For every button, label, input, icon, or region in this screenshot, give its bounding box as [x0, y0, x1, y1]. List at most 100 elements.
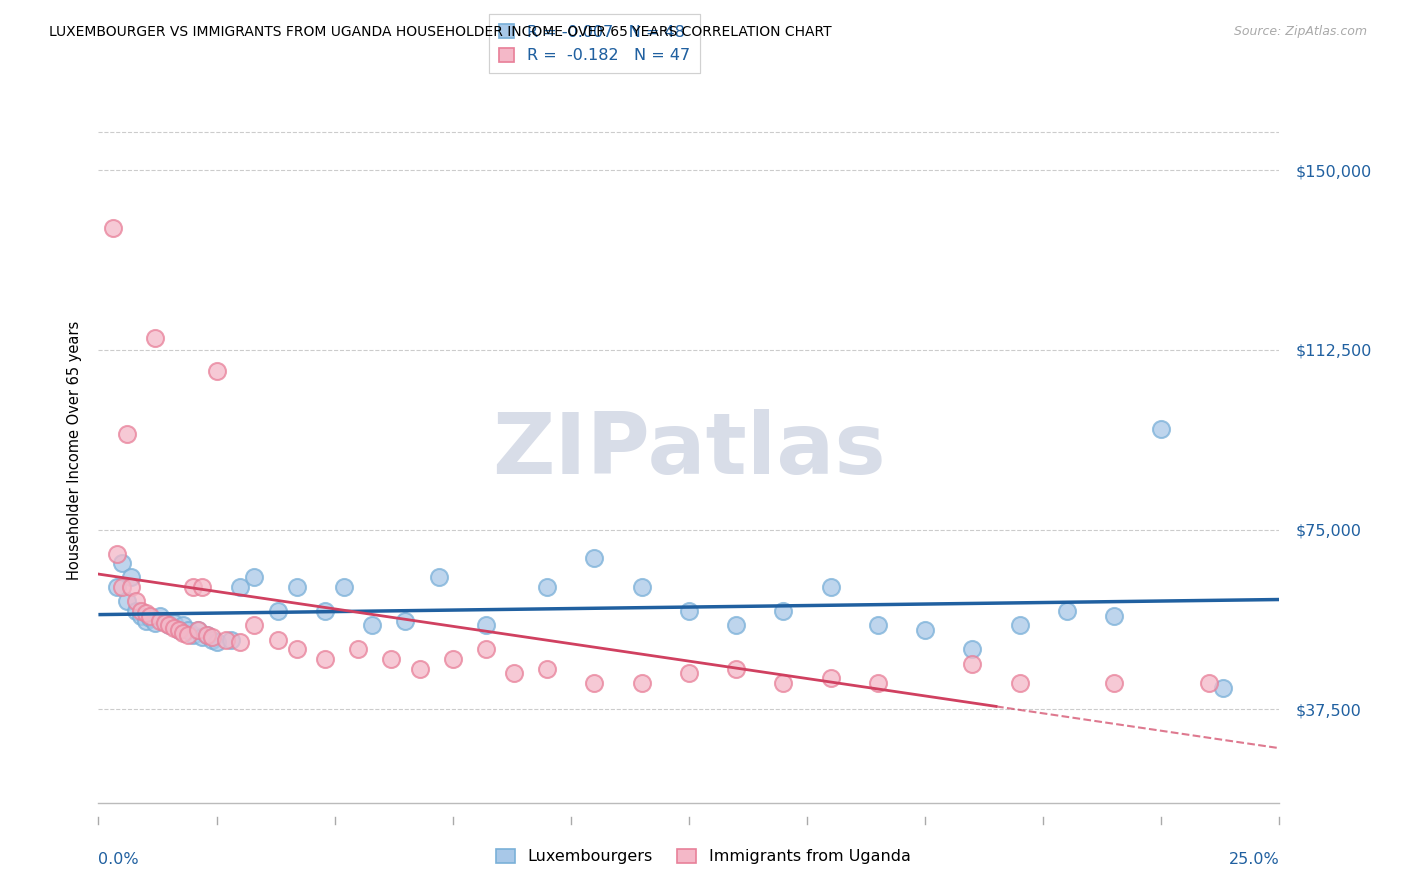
Point: [195, 628, 218, 642]
Point: [201, 631, 224, 645]
Point: [191, 580, 214, 594]
Point: [219, 632, 242, 647]
Point: [630, 676, 652, 690]
Legend: Luxembourgers, Immigrants from Uganda: Luxembourgers, Immigrants from Uganda: [489, 842, 917, 871]
Point: [243, 570, 266, 584]
Point: [172, 618, 194, 632]
Point: [630, 580, 652, 594]
Point: [962, 642, 984, 657]
Point: [285, 580, 308, 594]
Point: [441, 652, 464, 666]
Point: [121, 580, 143, 594]
Point: [125, 594, 148, 608]
Point: [772, 604, 794, 618]
Point: [962, 657, 984, 671]
Point: [139, 611, 162, 625]
Point: [678, 604, 700, 618]
Point: [1056, 604, 1078, 618]
Text: 25.0%: 25.0%: [1229, 852, 1279, 867]
Point: [129, 604, 152, 618]
Text: ZIPatlas: ZIPatlas: [492, 409, 886, 492]
Point: [135, 614, 157, 628]
Point: [153, 615, 176, 630]
Point: [149, 614, 172, 628]
Point: [101, 220, 124, 235]
Point: [314, 604, 336, 618]
Point: [333, 580, 356, 594]
Point: [177, 624, 200, 638]
Point: [361, 618, 384, 632]
Point: [1198, 676, 1220, 690]
Point: [163, 621, 186, 635]
Point: [201, 632, 224, 647]
Point: [121, 570, 143, 584]
Point: [914, 624, 936, 638]
Point: [380, 652, 402, 666]
Point: [143, 615, 166, 630]
Point: [1102, 676, 1125, 690]
Point: [314, 652, 336, 666]
Point: [139, 608, 162, 623]
Text: Source: ZipAtlas.com: Source: ZipAtlas.com: [1233, 25, 1367, 38]
Point: [115, 594, 138, 608]
Text: LUXEMBOURGER VS IMMIGRANTS FROM UGANDA HOUSEHOLDER INCOME OVER 65 YEARS CORRELAT: LUXEMBOURGER VS IMMIGRANTS FROM UGANDA H…: [49, 25, 832, 39]
Point: [725, 618, 748, 632]
Point: [394, 614, 416, 628]
Point: [167, 624, 190, 638]
Point: [129, 608, 152, 623]
Point: [1212, 681, 1234, 695]
Point: [583, 551, 606, 566]
Point: [678, 666, 700, 681]
Point: [229, 580, 252, 594]
Point: [181, 628, 204, 642]
Point: [725, 662, 748, 676]
Point: [475, 618, 498, 632]
Point: [772, 676, 794, 690]
Point: [1008, 618, 1031, 632]
Y-axis label: Householder Income Over 65 years: Householder Income Over 65 years: [66, 321, 82, 580]
Point: [205, 635, 228, 649]
Point: [285, 642, 308, 657]
Point: [187, 624, 209, 638]
Point: [866, 676, 889, 690]
Point: [536, 580, 558, 594]
Point: [1102, 608, 1125, 623]
Point: [143, 331, 166, 345]
Point: [105, 580, 128, 594]
Point: [427, 570, 450, 584]
Point: [267, 604, 290, 618]
Point: [866, 618, 889, 632]
Point: [187, 624, 209, 638]
Point: [583, 676, 606, 690]
Point: [195, 628, 218, 642]
Point: [205, 364, 228, 378]
Point: [181, 580, 204, 594]
Point: [157, 618, 180, 632]
Point: [167, 624, 190, 638]
Point: [105, 547, 128, 561]
Point: [820, 671, 842, 685]
Point: [243, 618, 266, 632]
Point: [157, 618, 180, 632]
Point: [149, 608, 172, 623]
Point: [125, 604, 148, 618]
Point: [820, 580, 842, 594]
Point: [1008, 676, 1031, 690]
Point: [347, 642, 370, 657]
Point: [215, 632, 238, 647]
Point: [177, 628, 200, 642]
Point: [115, 426, 138, 441]
Point: [1150, 422, 1173, 436]
Point: [229, 635, 252, 649]
Point: [111, 580, 134, 594]
Legend: R = -0.007   N = 48, R =  -0.182   N = 47: R = -0.007 N = 48, R = -0.182 N = 47: [489, 14, 700, 73]
Point: [408, 662, 430, 676]
Point: [153, 614, 176, 628]
Point: [267, 632, 290, 647]
Point: [172, 625, 194, 640]
Point: [111, 556, 134, 570]
Point: [503, 666, 526, 681]
Text: 0.0%: 0.0%: [98, 852, 139, 867]
Point: [536, 662, 558, 676]
Point: [135, 607, 157, 621]
